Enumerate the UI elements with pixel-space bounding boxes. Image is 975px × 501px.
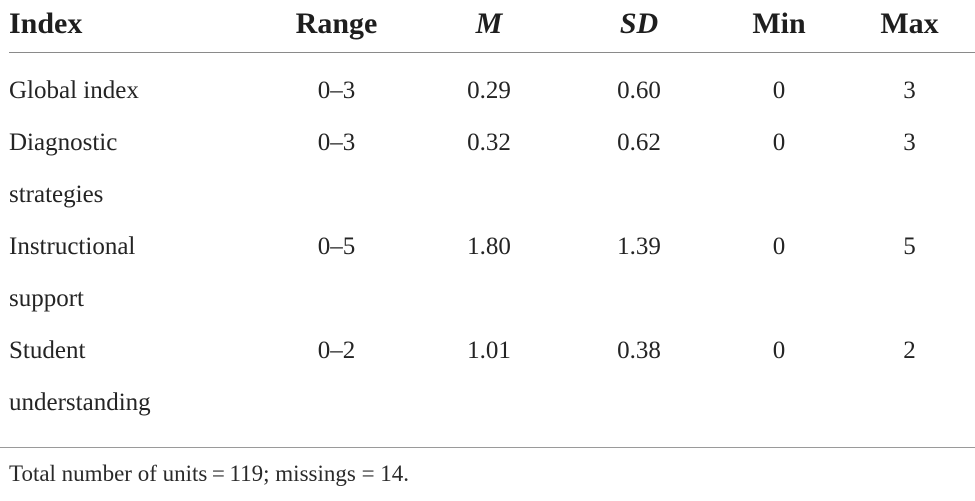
- row-sd: 1.39: [617, 232, 661, 260]
- row-index-label-line: strategies: [9, 180, 104, 208]
- row-index-label: Student understanding: [9, 325, 259, 429]
- row-sd: 0.38: [617, 336, 661, 364]
- statistics-table-container: Index Range M SD Min Max Global index 0–…: [9, 0, 975, 429]
- header-min: Min: [752, 7, 806, 40]
- table-row-diagnostic-strategies: Diagnostic strategies 0–3 0.32 0.62 0 3: [9, 117, 975, 221]
- row-max: 5: [903, 232, 916, 260]
- row-index-label-line: Student: [9, 336, 86, 364]
- row-index-label-line: Global index: [9, 76, 139, 104]
- table-footnote: Total number of units = 119; missings = …: [9, 461, 410, 486]
- row-min: 0: [772, 128, 786, 156]
- row-mean: 0.29: [467, 76, 511, 104]
- header-mean: M: [475, 7, 503, 40]
- row-range: 0–3: [317, 76, 356, 104]
- row-index-label-line: Instructional: [9, 232, 136, 260]
- row-mean: 1.01: [467, 336, 511, 364]
- row-min: 0: [772, 232, 786, 260]
- row-min: 0: [772, 336, 786, 364]
- row-min: 0: [772, 76, 786, 104]
- header-row: Index Range M SD Min Max: [9, 0, 975, 52]
- header-sd: SD: [619, 7, 659, 40]
- row-range: 0–2: [317, 336, 356, 364]
- row-index-label: Global index: [9, 52, 259, 117]
- row-max: 3: [903, 128, 916, 156]
- table-header: Index Range M SD Min Max: [9, 0, 975, 52]
- row-max: 3: [903, 76, 916, 104]
- table-bottom-rule: [0, 447, 975, 448]
- table-row-instructional-support: Instructional support 0–5 1.80 1.39 0 5: [9, 221, 975, 325]
- header-max: Max: [880, 7, 939, 40]
- table-row-global-index: Global index 0–3 0.29 0.60 0 3: [9, 52, 975, 117]
- row-index-label-line: understanding: [9, 388, 151, 416]
- row-index-label-line: Diagnostic: [9, 128, 118, 156]
- row-sd: 0.60: [617, 76, 661, 104]
- row-mean: 1.80: [467, 232, 511, 260]
- header-range: Range: [295, 7, 378, 40]
- row-max: 2: [903, 336, 916, 364]
- row-index-label: Diagnostic strategies: [9, 117, 259, 221]
- row-range: 0–5: [317, 232, 356, 260]
- table-row-student-understanding: Student understanding 0–2 1.01 0.38 0 2: [9, 325, 975, 429]
- row-index-label: Instructional support: [9, 221, 259, 325]
- table-body: Global index 0–3 0.29 0.60 0 3 Diagnosti…: [9, 52, 975, 429]
- row-mean: 0.32: [467, 128, 511, 156]
- row-index-label-line: support: [9, 284, 84, 312]
- row-range: 0–3: [317, 128, 356, 156]
- row-sd: 0.62: [617, 128, 661, 156]
- descriptive-statistics-table: Index Range M SD Min Max Global index 0–…: [9, 0, 975, 429]
- header-index: Index: [9, 7, 83, 40]
